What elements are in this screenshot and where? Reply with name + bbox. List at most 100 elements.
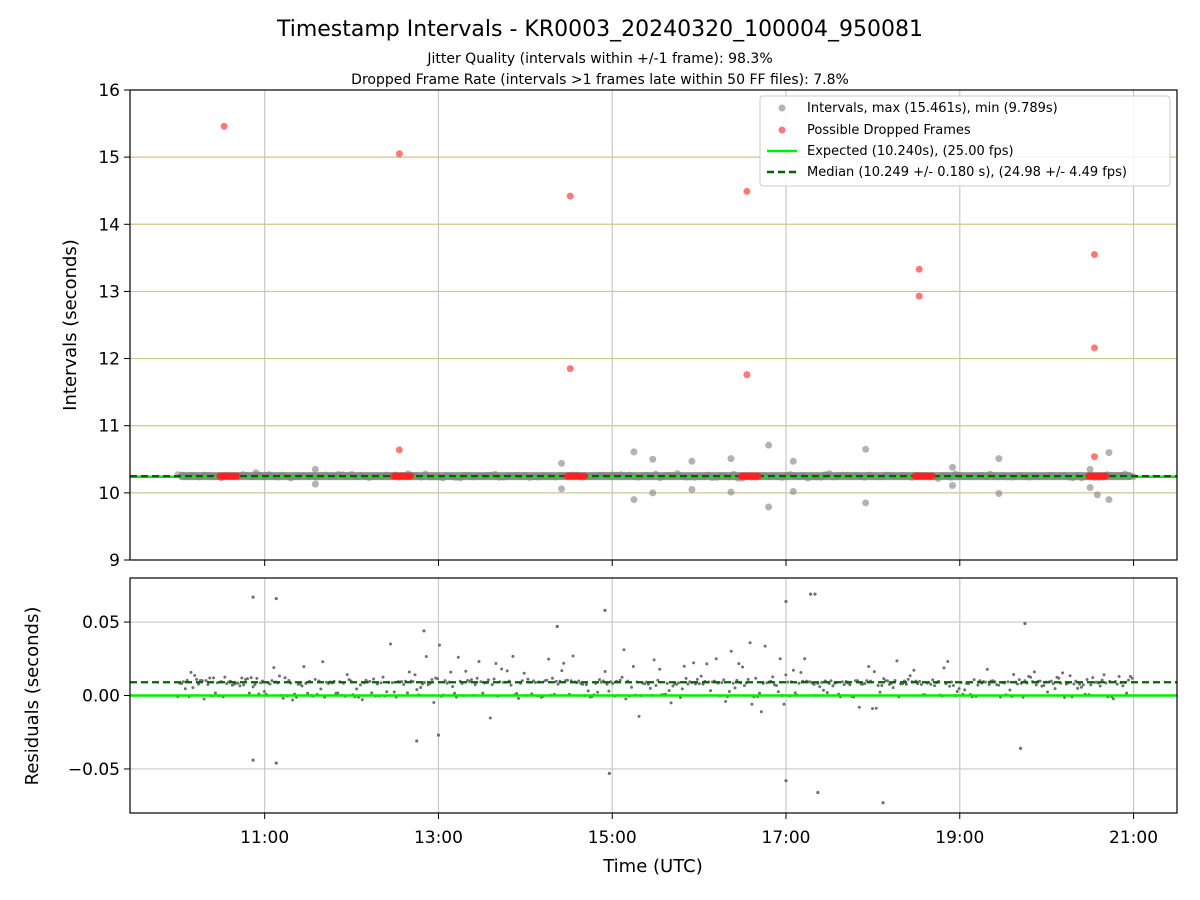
residual-point [249, 676, 253, 680]
interval-outlier-point [949, 463, 957, 471]
intervals-y-label: Intervals (seconds) [60, 239, 81, 411]
residual-point [1038, 679, 1042, 683]
residual-outlier-point [784, 779, 788, 783]
residual-point [697, 682, 701, 686]
residual-point [451, 685, 455, 689]
residual-point [825, 691, 829, 695]
residual-point [255, 676, 259, 680]
residual-point [793, 691, 797, 695]
residual-point [1017, 678, 1021, 682]
residual-point [818, 685, 822, 689]
residual-point [735, 678, 739, 682]
residual-point [432, 701, 436, 705]
residual-point [345, 673, 349, 677]
residual-point [259, 681, 263, 685]
residual-point [750, 702, 754, 706]
residual-outlier-point [1019, 746, 1023, 750]
interval-outlier-point [765, 503, 773, 511]
residual-point [486, 678, 490, 682]
residual-point [680, 687, 684, 691]
residual-point [1012, 672, 1016, 676]
residual-point [183, 687, 187, 691]
residual-point [469, 678, 473, 682]
residual-point [870, 707, 874, 711]
residual-point [624, 697, 628, 701]
residual-point [185, 678, 189, 682]
residual-point [1098, 684, 1102, 688]
residual-point [669, 701, 673, 705]
residual-point [526, 677, 530, 681]
residual-point [692, 661, 696, 665]
residual-point [797, 681, 801, 685]
residual-outlier-point [274, 596, 278, 601]
residual-point [1034, 683, 1038, 687]
residual-point [714, 657, 718, 661]
x-tick-label: 15:00 [588, 828, 637, 848]
interval-outlier-point [688, 486, 696, 493]
residual-point [1117, 675, 1121, 679]
residual-point [912, 668, 916, 672]
residual-point [880, 684, 884, 688]
residual-outlier-point [1023, 621, 1027, 626]
interval-outlier-point [727, 455, 735, 463]
residual-point [358, 683, 362, 687]
residual-outlier-point [607, 771, 611, 775]
interval-outlier-point [1093, 491, 1101, 499]
residual-point [918, 680, 922, 684]
residual-point [848, 683, 852, 687]
residual-point [191, 686, 195, 690]
residual-point [522, 671, 526, 675]
residual-point [1126, 678, 1130, 682]
residual-point [577, 679, 581, 683]
dropped-frame-point [566, 192, 574, 200]
residual-outlier-point [422, 629, 426, 633]
residual-point [878, 690, 882, 694]
residual-point [281, 696, 285, 700]
residual-point [405, 691, 409, 695]
residual-point [603, 670, 607, 674]
residual-point [500, 667, 504, 671]
residual-point [1032, 670, 1036, 674]
residual-outlier-point [274, 761, 278, 765]
residual-point [607, 689, 611, 693]
residual-point [867, 664, 871, 668]
interval-outlier-point [649, 489, 657, 497]
residual-point [1049, 679, 1053, 683]
residuals-y-label: Residuals (seconds) [22, 607, 43, 786]
residual-point [955, 689, 959, 693]
residual-point [202, 697, 206, 701]
residual-point [731, 681, 735, 685]
residual-point [724, 699, 728, 703]
dropped-frame-point [1090, 453, 1098, 461]
residual-point [1125, 691, 1129, 695]
residual-point [319, 687, 323, 691]
residual-point [584, 683, 588, 687]
residual-outlier-point [816, 790, 820, 795]
residual-point [236, 681, 240, 685]
residual-point [748, 641, 752, 645]
legend: Intervals, max (15.461s), min (9.789s) P… [759, 95, 1171, 187]
dropped-frame-point [915, 292, 923, 300]
legend-label-dropped: Possible Dropped Frames [807, 123, 971, 138]
residual-point [1068, 674, 1072, 678]
y-tick-label: 16 [98, 81, 120, 101]
residual-point [629, 685, 633, 689]
residual-point [829, 679, 833, 683]
residual-point [646, 682, 650, 686]
residual-point [948, 684, 952, 688]
interval-outlier-point [1086, 483, 1094, 491]
intervals-grid [130, 90, 1177, 560]
residual-point [277, 674, 281, 678]
residual-point [799, 670, 803, 674]
interval-outlier-point [688, 457, 696, 465]
residual-point [1121, 684, 1125, 688]
interval-outlier-point [1105, 496, 1113, 504]
interval-outlier-point [862, 445, 870, 453]
residual-point [895, 659, 899, 663]
residual-point [562, 661, 566, 665]
residual-point [213, 691, 217, 695]
residual-point [976, 683, 980, 687]
residual-point [1006, 680, 1010, 684]
residual-point [677, 681, 681, 685]
y-tick-label: 14 [98, 215, 120, 235]
